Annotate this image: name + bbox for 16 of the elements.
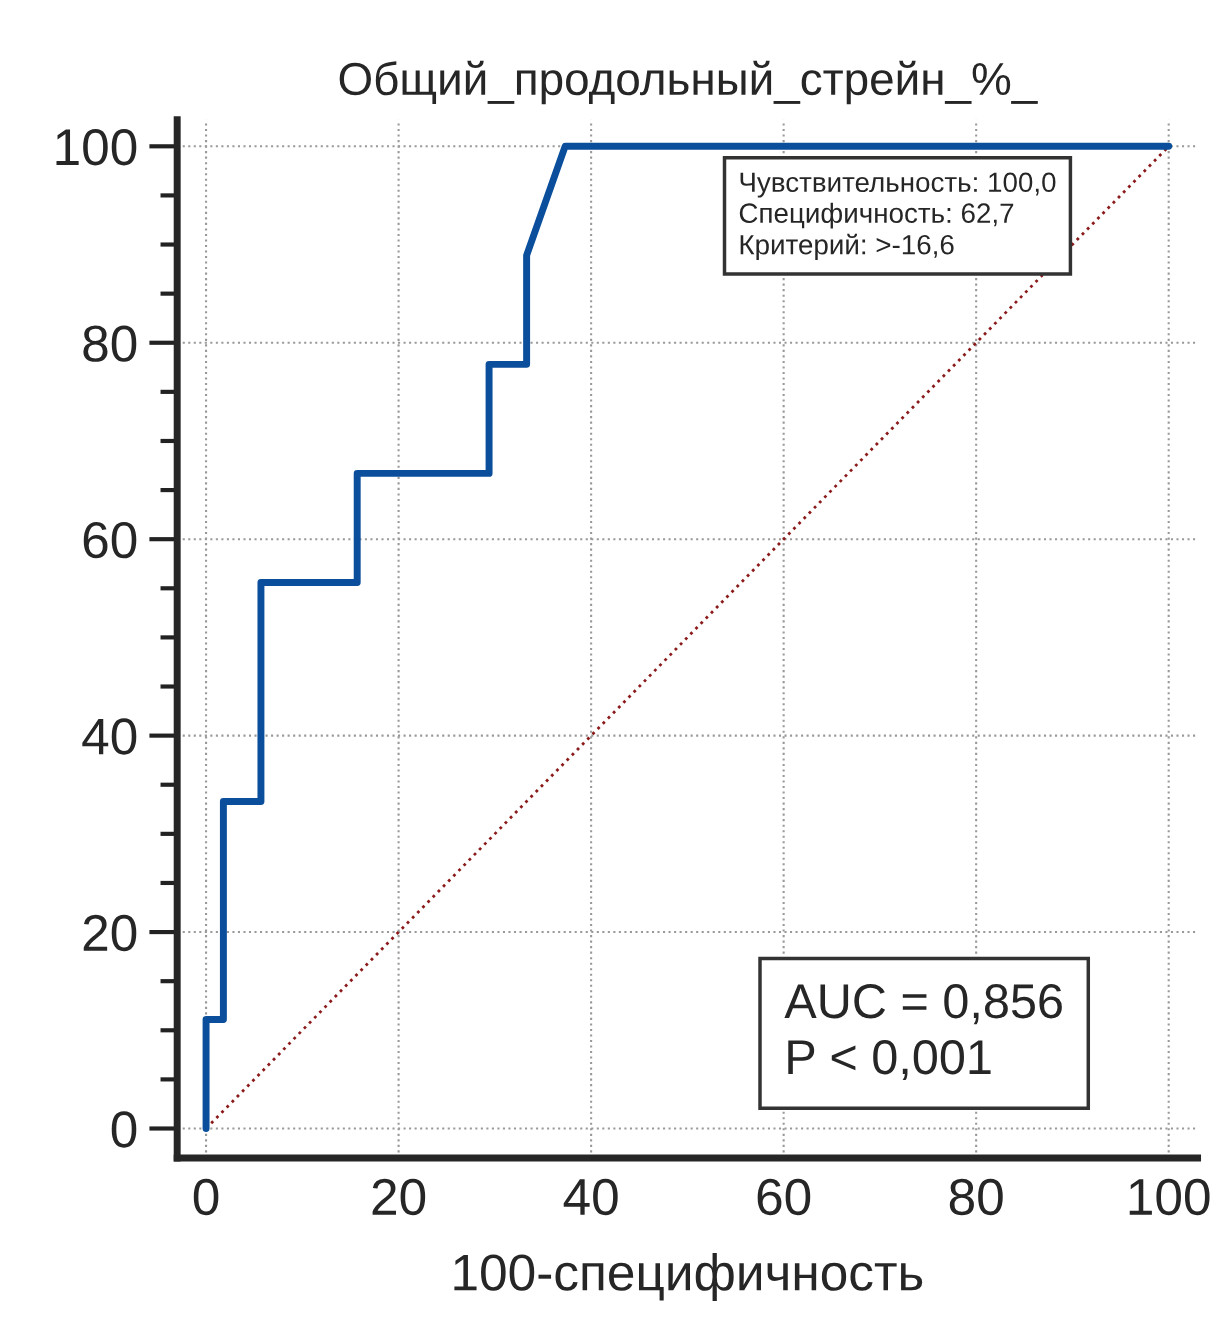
x-axis-title: 100-специфичность bbox=[454, 1253, 923, 1301]
x-tick-label: 20 bbox=[372, 1178, 426, 1216]
x-tick-label: 60 bbox=[757, 1178, 811, 1216]
y-tick-label: 0 bbox=[111, 1111, 137, 1148]
x-tick-label: 100 bbox=[1129, 1178, 1210, 1216]
y-tick-label: 80 bbox=[83, 325, 137, 362]
y-tick-label: 20 bbox=[83, 914, 137, 952]
y-tick-label: 60 bbox=[83, 521, 137, 559]
x-tick-label: 80 bbox=[949, 1178, 1003, 1216]
y-tick-label: 40 bbox=[82, 718, 137, 755]
x-tick-label: 0 bbox=[193, 1178, 219, 1216]
annotation: AUC = 0,856 P < 0,001 bbox=[784, 984, 1062, 1081]
chart-title: Общий_продольный_стрейн_%_ bbox=[339, 60, 1038, 105]
y-tick-label: 100 bbox=[56, 129, 137, 166]
x-tick-label: 40 bbox=[563, 1178, 618, 1216]
annotation: Чувствительность: 100,0 Специфичность: 62,7 Критерий: >-16,6 bbox=[739, 172, 1056, 261]
